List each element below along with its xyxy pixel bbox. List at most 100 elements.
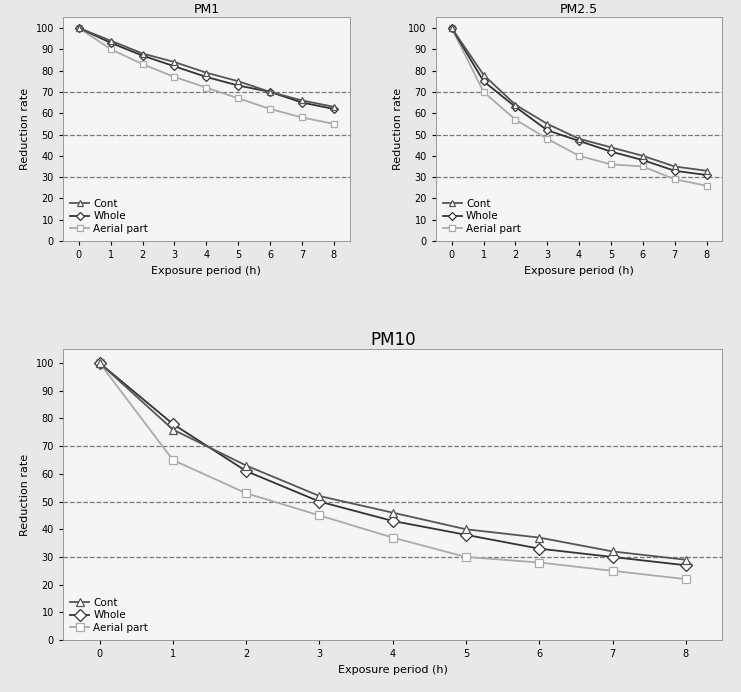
Aerial part <box>95 359 104 367</box>
Cont <box>682 556 691 564</box>
Line: Whole: Whole <box>449 25 709 178</box>
Whole <box>170 62 179 71</box>
Aerial part <box>682 575 691 583</box>
Cont <box>388 509 397 517</box>
Cont <box>265 88 274 96</box>
Aerial part <box>671 175 679 183</box>
Whole <box>202 73 210 81</box>
Aerial part <box>233 94 242 102</box>
Whole <box>575 137 584 145</box>
Whole <box>388 517 397 525</box>
Whole <box>315 498 324 506</box>
Aerial part <box>543 135 552 143</box>
Y-axis label: Reduction rate: Reduction rate <box>20 453 30 536</box>
Line: Aerial part: Aerial part <box>449 25 709 188</box>
Cont <box>448 24 456 32</box>
Whole <box>297 98 306 107</box>
Aerial part <box>315 511 324 520</box>
Whole <box>74 24 83 32</box>
Whole <box>168 420 177 428</box>
Legend: Cont, Whole, Aerial part: Cont, Whole, Aerial part <box>68 596 150 635</box>
Aerial part <box>535 558 544 567</box>
Legend: Cont, Whole, Aerial part: Cont, Whole, Aerial part <box>68 197 150 236</box>
Cont <box>608 547 617 556</box>
Whole <box>106 39 115 47</box>
X-axis label: Exposure period (h): Exposure period (h) <box>151 266 262 275</box>
Whole <box>233 82 242 90</box>
Line: Aerial part: Aerial part <box>76 25 336 127</box>
Whole <box>639 156 648 164</box>
Line: Whole: Whole <box>96 359 690 570</box>
Cont <box>297 96 306 104</box>
X-axis label: Exposure period (h): Exposure period (h) <box>524 266 634 275</box>
Cont <box>202 69 210 77</box>
X-axis label: Exposure period (h): Exposure period (h) <box>338 665 448 675</box>
Aerial part <box>607 161 616 169</box>
Whole <box>138 51 147 60</box>
Whole <box>448 24 456 32</box>
Aerial part <box>575 152 584 160</box>
Aerial part <box>106 45 115 53</box>
Cont <box>233 77 242 85</box>
Cont <box>479 71 488 79</box>
Whole <box>242 467 250 475</box>
Whole <box>329 104 338 113</box>
Whole <box>671 167 679 175</box>
Aerial part <box>265 104 274 113</box>
Line: Aerial part: Aerial part <box>96 359 690 583</box>
Line: Cont: Cont <box>76 25 336 109</box>
Cont <box>329 102 338 111</box>
Cont <box>702 167 711 175</box>
Aerial part <box>297 113 306 122</box>
Aerial part <box>74 24 83 32</box>
Cont <box>74 24 83 32</box>
Whole <box>608 553 617 561</box>
Line: Whole: Whole <box>76 25 336 111</box>
Line: Cont: Cont <box>449 25 709 174</box>
Whole <box>607 147 616 156</box>
Aerial part <box>329 120 338 128</box>
Y-axis label: Reduction rate: Reduction rate <box>20 88 30 170</box>
Cont <box>671 163 679 171</box>
Whole <box>462 531 471 539</box>
Cont <box>575 135 584 143</box>
Aerial part <box>639 163 648 171</box>
Cont <box>138 49 147 57</box>
Cont <box>168 426 177 434</box>
Aerial part <box>168 456 177 464</box>
Legend: Cont, Whole, Aerial part: Cont, Whole, Aerial part <box>441 197 523 236</box>
Aerial part <box>462 553 471 561</box>
Cont <box>242 462 250 470</box>
Aerial part <box>388 534 397 542</box>
Y-axis label: Reduction rate: Reduction rate <box>393 88 403 170</box>
Aerial part <box>511 116 520 124</box>
Whole <box>479 77 488 85</box>
Cont <box>543 120 552 128</box>
Whole <box>702 171 711 179</box>
Whole <box>265 88 274 96</box>
Title: PM2.5: PM2.5 <box>560 3 598 16</box>
Aerial part <box>702 181 711 190</box>
Cont <box>95 359 104 367</box>
Whole <box>543 126 552 134</box>
Aerial part <box>138 60 147 69</box>
Cont <box>639 152 648 160</box>
Aerial part <box>479 88 488 96</box>
Title: PM1: PM1 <box>193 3 219 16</box>
Cont <box>462 525 471 534</box>
Cont <box>170 58 179 66</box>
Whole <box>511 102 520 111</box>
Cont <box>315 492 324 500</box>
Aerial part <box>242 489 250 498</box>
Whole <box>535 545 544 553</box>
Aerial part <box>448 24 456 32</box>
Whole <box>682 561 691 570</box>
Whole <box>95 359 104 367</box>
Aerial part <box>608 567 617 575</box>
Cont <box>535 534 544 542</box>
Cont <box>106 37 115 45</box>
Line: Cont: Cont <box>96 359 690 564</box>
Cont <box>607 143 616 152</box>
Aerial part <box>202 84 210 92</box>
Title: PM10: PM10 <box>370 331 416 349</box>
